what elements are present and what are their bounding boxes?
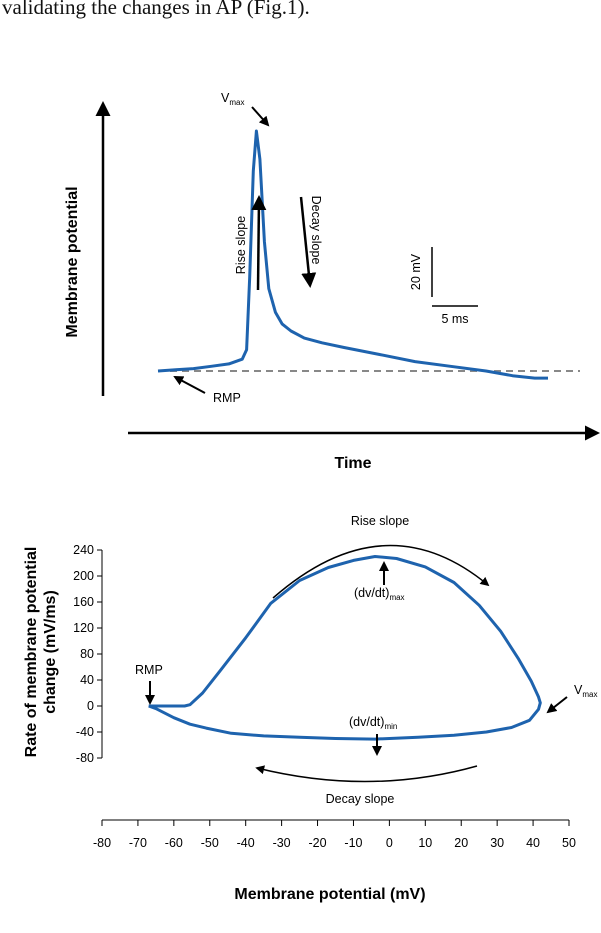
y-tick-label: 200 (73, 569, 94, 583)
y-tick-label: -80 (76, 751, 94, 765)
x-tick-label: -70 (129, 836, 147, 850)
vmax-arrow (251, 106, 270, 127)
decay-slope-arrow (299, 196, 317, 288)
caption-fragment: validating the changes in AP (Fig.1). (2, 0, 310, 19)
dvdt-min-label: (dv/dt)min (349, 715, 397, 731)
x-tick-label: -10 (344, 836, 362, 850)
scale-bar-horizontal-label: 5 ms (441, 312, 468, 326)
phase-decay-slope-label: Decay slope (326, 792, 395, 806)
phase-rise-slope-label: Rise slope (351, 514, 409, 528)
phase-x-axis-title: Membrane potential (mV) (234, 886, 425, 903)
x-tick-label: -40 (237, 836, 255, 850)
y-tick-label: 80 (80, 647, 94, 661)
decay-slope-label: Decay slope (309, 196, 323, 265)
y-tick-label: 0 (87, 699, 94, 713)
rise-slope-label: Rise slope (234, 216, 248, 274)
x-tick-label: -80 (93, 836, 111, 850)
y-tick-label: 240 (73, 543, 94, 557)
x-tick-label: 50 (562, 836, 576, 850)
phase-rmp-label: RMP (135, 663, 163, 677)
x-tick-label: -30 (273, 836, 291, 850)
x-tick-label: 30 (490, 836, 504, 850)
scale-bar-vertical-label: 20 mV (409, 253, 423, 290)
rmp-label-top: RMP (213, 391, 241, 405)
phase-plot-line (148, 555, 542, 741)
y-axis-title: Membrane potential (64, 186, 81, 337)
ap-trace-line (157, 129, 548, 380)
phase-vmax-arrow (546, 696, 568, 714)
phase-rise-arrow (272, 544, 490, 599)
y-tick-label: 120 (73, 621, 94, 635)
rise-slope-arrow (251, 195, 267, 291)
y-tick-label: 40 (80, 673, 94, 687)
vmax-label: Vmax (221, 91, 244, 107)
phase-decay-arrow (255, 765, 478, 783)
dvdt-max-label: (dv/dt)max (354, 586, 405, 602)
action-potential-panel: Membrane potential Time Vmax Rise slope … (64, 91, 600, 472)
x-tick-label: 40 (526, 836, 540, 850)
x-axis-title: Time (334, 455, 371, 472)
x-tick-label: -20 (308, 836, 326, 850)
y-tick-label: -40 (76, 725, 94, 739)
x-tick-label: -50 (201, 836, 219, 850)
phase-y-axis-title-line1: Rate of membrane potential (23, 547, 40, 758)
x-tick-label: 20 (454, 836, 468, 850)
y-tick-label: 160 (73, 595, 94, 609)
x-tick-label: 0 (386, 836, 393, 850)
rmp-arrow-top (173, 376, 206, 394)
x-tick-label: 10 (418, 836, 432, 850)
phase-vmax-label: Vmax (574, 683, 597, 699)
phase-y-axis-title-line2: change (mV/ms) (42, 590, 59, 714)
x-tick-label: -60 (165, 836, 183, 850)
